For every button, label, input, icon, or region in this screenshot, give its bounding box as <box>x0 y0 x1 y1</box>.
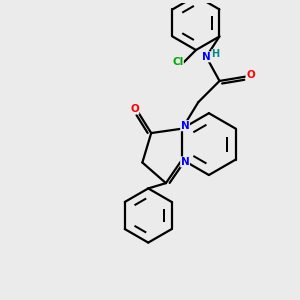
Text: O: O <box>246 70 255 80</box>
Text: O: O <box>130 104 139 114</box>
Text: Cl: Cl <box>172 57 183 68</box>
Text: N: N <box>181 157 189 167</box>
Text: N: N <box>202 52 211 62</box>
Text: H: H <box>212 50 220 59</box>
Text: N: N <box>181 121 189 131</box>
